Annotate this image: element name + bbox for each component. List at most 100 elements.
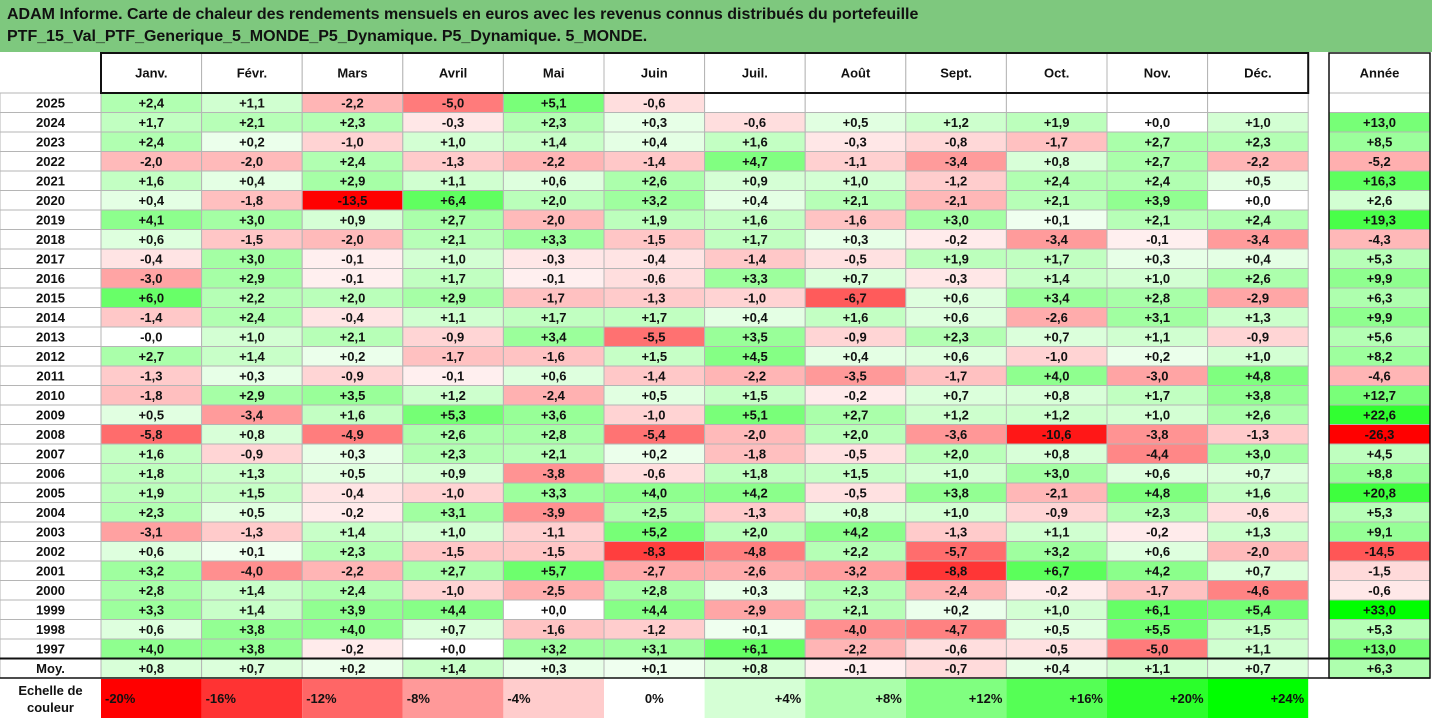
heat-cell-value: +1,0 — [1144, 407, 1170, 422]
heat-cell-value: -1,8 — [744, 446, 766, 461]
heat-cell-value: -0,5 — [1045, 641, 1067, 656]
heat-cell-value: +1,5 — [742, 388, 768, 403]
scale-swatch-label: +8% — [875, 691, 902, 706]
heat-cell — [1207, 92, 1309, 113]
heat-cell-value: +3,0 — [943, 212, 969, 227]
annual-cell-value: -5,2 — [1368, 154, 1390, 169]
heat-cell-value: -1,4 — [643, 368, 666, 383]
heat-cell-value: +0,4 — [742, 193, 768, 208]
heat-cell-value: +2,8 — [541, 427, 567, 442]
heat-cell-value: -3,6 — [945, 427, 967, 442]
heat-cell-value: +3,1 — [440, 505, 466, 520]
heat-cell-value: -3,2 — [844, 563, 866, 578]
heat-cell-value: +0,6 — [943, 349, 969, 364]
average-cell-value: -0,1 — [844, 661, 866, 676]
heat-cell-value: -1,6 — [542, 622, 564, 637]
annual-cell-value: +5,3 — [1367, 251, 1393, 266]
year-label: 2008 — [36, 427, 65, 442]
annual-cell-value: +5,6 — [1367, 329, 1393, 344]
annual-cell-value: +5,3 — [1367, 622, 1393, 637]
scale-label-cell — [0, 679, 101, 718]
heat-cell-value: +2,7 — [843, 407, 869, 422]
header-month-label: Nov. — [1144, 66, 1171, 81]
heat-cell-value: +1,7 — [1144, 388, 1170, 403]
heat-cell-value: +2,5 — [641, 505, 667, 520]
heat-cell-value: +2,4 — [340, 583, 366, 598]
heat-cell-value: +4,0 — [340, 622, 366, 637]
scale-swatch — [201, 679, 303, 718]
heat-cell-value: -0,1 — [1146, 232, 1168, 247]
heat-cell-value: +2,4 — [138, 134, 164, 149]
heat-cell-value: -1,3 — [643, 290, 665, 305]
heat-cell — [1005, 92, 1108, 113]
average-cell-value: +0,8 — [138, 661, 164, 676]
heat-cell-value: +1,0 — [440, 524, 466, 539]
heat-cell-value: +2,7 — [1144, 134, 1170, 149]
heat-cell-value: +4,7 — [742, 154, 768, 169]
heat-cell-value: +1,1 — [1144, 329, 1170, 344]
heat-cell-value: +0,5 — [138, 407, 164, 422]
heat-cell-value: +2,9 — [440, 290, 466, 305]
annual-cell-value: +22,6 — [1363, 407, 1396, 422]
heat-cell-value: +3,0 — [1245, 446, 1271, 461]
heat-cell-value: +4,4 — [641, 602, 667, 617]
heat-cell-value: +0,0 — [440, 641, 466, 656]
heat-cell-value: +5,2 — [641, 524, 667, 539]
heat-cell-value: -1,3 — [744, 505, 766, 520]
heat-cell-value: +1,6 — [138, 173, 164, 188]
heat-cell-value: +0,2 — [943, 602, 969, 617]
heat-cell-value: +2,6 — [1245, 271, 1271, 286]
heat-cell-value: +0,8 — [1044, 446, 1070, 461]
heat-cell-value: +1,1 — [1044, 524, 1070, 539]
heat-cell-value: +1,7 — [641, 310, 667, 325]
heat-cell-value: +5,1 — [742, 407, 768, 422]
header-annual-label: Année — [1360, 66, 1400, 81]
heat-cell-value: +4,4 — [440, 602, 466, 617]
heat-cell-value: +0,4 — [843, 349, 869, 364]
header-border — [100, 52, 1310, 94]
heat-cell-value: +0,3 — [239, 368, 265, 383]
annual-cell-value: -4,3 — [1368, 232, 1390, 247]
year-label: 2017 — [36, 251, 65, 266]
heat-cell-value: +0,5 — [1044, 622, 1070, 637]
heat-cell-value: +6,0 — [138, 290, 164, 305]
heat-cell-value: +3,1 — [1144, 310, 1170, 325]
header-month-label: Déc. — [1244, 66, 1271, 81]
average-cell-value: +0,8 — [742, 661, 768, 676]
year-label: 2012 — [36, 349, 65, 364]
annual-cell-value: -14,5 — [1365, 544, 1395, 559]
heat-cell-value: +2,3 — [440, 446, 466, 461]
heat-cell-value: +1,5 — [641, 349, 667, 364]
heat-cell-value: +2,1 — [843, 602, 869, 617]
scale-swatch-label: -12% — [306, 691, 337, 706]
heat-cell-value: +4,2 — [843, 524, 869, 539]
heat-cell-value: +1,4 — [1044, 271, 1070, 286]
heat-cell-value: +1,6 — [138, 446, 164, 461]
header-month-label: Sept. — [940, 66, 972, 81]
heat-cell-value: -0,5 — [844, 446, 866, 461]
heat-cell-value: +2,8 — [138, 583, 164, 598]
heat-cell-value: +2,6 — [440, 427, 466, 442]
heat-cell-value: -0,6 — [945, 641, 967, 656]
heat-cell-value: +0,5 — [340, 466, 366, 481]
heat-cell-value: -4,6 — [1247, 583, 1269, 598]
heat-cell-value: +5,3 — [440, 407, 466, 422]
heat-cell-value: +2,4 — [239, 310, 265, 325]
year-label: 2023 — [36, 134, 65, 149]
heat-cell-value: -2,0 — [744, 427, 766, 442]
heat-cell-value: -2,6 — [1045, 310, 1067, 325]
heat-cell-value: -4,4 — [1146, 446, 1169, 461]
annual-cell-value: +13,0 — [1363, 115, 1396, 130]
heat-cell-value: +1,2 — [943, 407, 969, 422]
year-label: 2000 — [36, 583, 65, 598]
heat-cell-value: +3,8 — [239, 622, 265, 637]
heat-cell-value: -1,5 — [241, 232, 263, 247]
heat-cell-value: +3,2 — [641, 193, 667, 208]
heat-cell-value: +3,8 — [239, 641, 265, 656]
heat-cell-value: -1,7 — [442, 349, 464, 364]
heat-cell-value: +2,1 — [541, 446, 567, 461]
heat-cell-value: -3,0 — [1146, 368, 1168, 383]
scale-swatch — [1006, 679, 1107, 718]
heat-cell-value: +1,7 — [541, 310, 567, 325]
heat-cell — [1106, 92, 1209, 113]
